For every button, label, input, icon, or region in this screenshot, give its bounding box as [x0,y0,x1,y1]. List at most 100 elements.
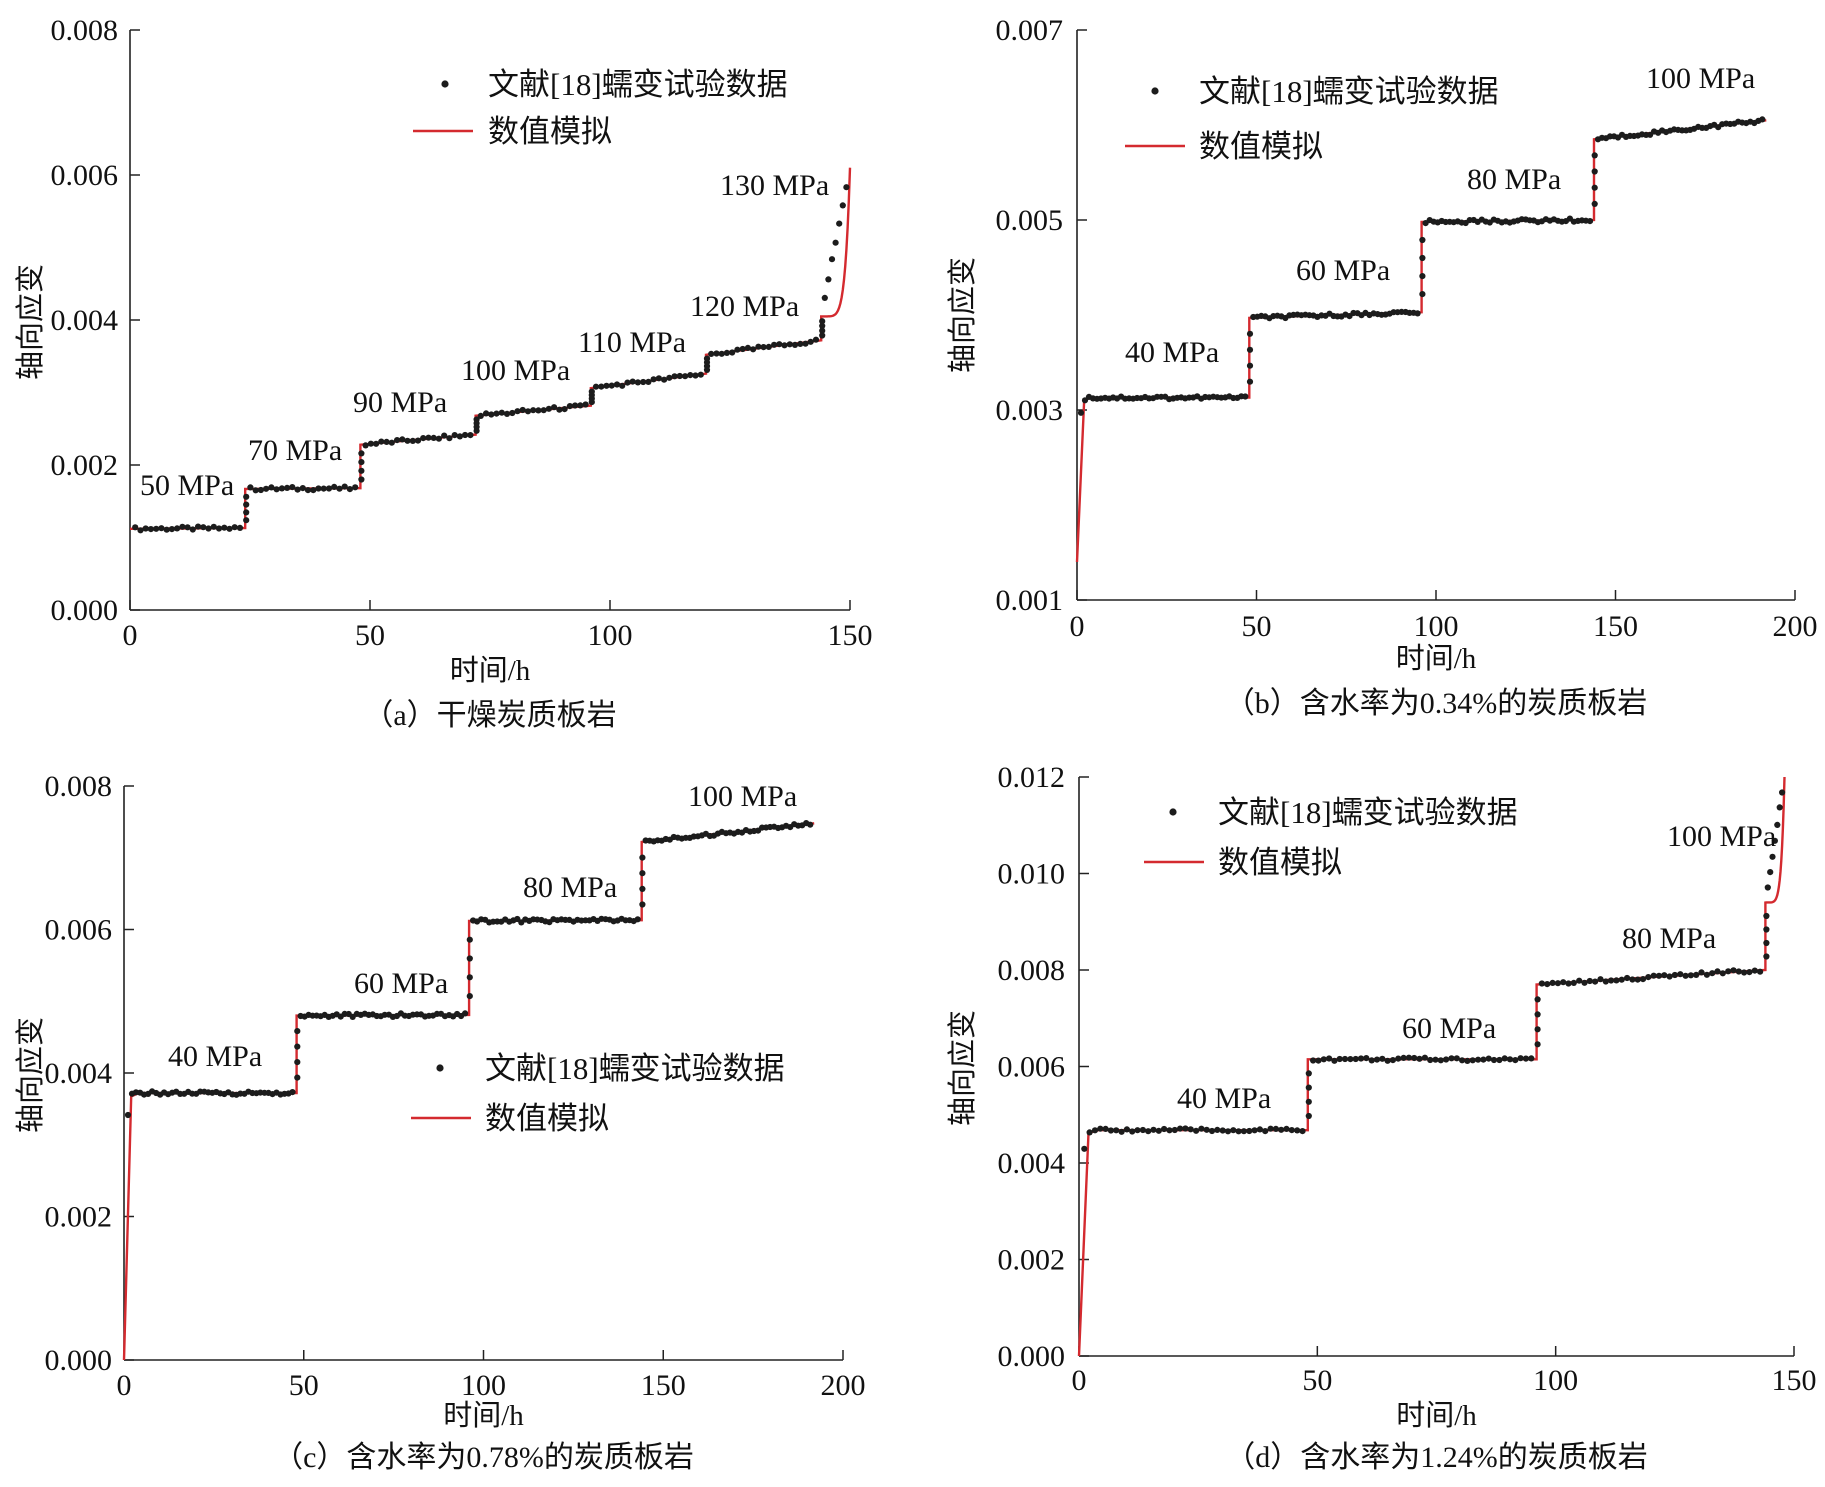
stress-stage-label: 60 MPa [354,967,448,1000]
data-point [556,406,563,413]
data-point [473,416,480,423]
data-point [1528,1055,1535,1062]
data-point [195,523,202,530]
data-point [1077,409,1085,416]
x-tick-label: 150 [1593,610,1638,643]
data-point [1763,926,1770,933]
y-tick-label: 0.002 [998,1244,1066,1277]
data-point [1682,972,1689,979]
data-point [299,485,306,492]
data-point [812,336,820,343]
data-point [320,485,327,492]
data-point [1182,1125,1189,1132]
data-point [1251,1127,1258,1134]
stress-stage-label: 100 MPa [461,354,570,387]
data-point [1129,1128,1136,1135]
data-point [832,239,839,246]
data-point [1769,853,1776,860]
data-point [142,525,149,532]
data-point [1208,1127,1216,1135]
data-point [399,436,406,443]
data-point [1419,236,1426,244]
data-point [1549,979,1556,987]
stress-stage-label: 130 MPa [720,169,829,202]
y-tick-label: 0.004 [51,304,119,337]
data-point [1389,1057,1396,1064]
data-point [1501,1055,1508,1062]
data-point [639,870,646,877]
x-tick-label: 100 [461,1369,506,1402]
stress-stage-label: 60 MPa [1296,254,1390,287]
data-point [1776,804,1783,811]
data-point [639,854,646,861]
data-point [1421,1054,1428,1061]
data-point [158,525,165,532]
data-point [1246,1127,1253,1135]
data-point [1419,291,1426,298]
data-point [1272,1125,1279,1132]
x-tick-label: 0 [1072,1364,1087,1397]
data-point [294,486,301,493]
y-tick-label: 0.003 [996,394,1064,427]
data-point [1187,1126,1194,1133]
data-point [1081,1145,1088,1152]
data-point [577,402,584,409]
data-point [1779,789,1786,796]
data-point [1591,152,1598,159]
data-point [462,1010,469,1017]
data-point [819,332,826,339]
data-point [819,322,826,329]
stress-stage-label: 50 MPa [140,469,234,502]
data-point [786,341,793,348]
data-point [734,346,741,353]
data-point [1267,1125,1274,1132]
data-point [598,383,605,390]
stress-stage-label: 100 MPa [1667,820,1776,853]
data-point [446,435,453,442]
y-tick-label: 0.004 [45,1057,113,1090]
data-point [535,407,542,414]
y-tick-label: 0.007 [996,14,1064,47]
data-point [414,437,422,444]
data-point [650,376,657,383]
data-point [1602,978,1609,985]
data-point [462,431,469,439]
data-point [1357,1055,1365,1062]
data-point [1256,1126,1263,1133]
data-point [1113,1127,1120,1134]
data-point [257,486,264,494]
legend-data-marker [436,1064,444,1072]
data-point [1283,1125,1290,1132]
data-point [1352,1055,1359,1063]
data-point [1107,1127,1114,1134]
data-point [1150,1126,1157,1133]
data-point [1419,273,1426,280]
data-point [524,408,532,415]
data-point [1469,1057,1476,1064]
y-axis-label: 轴向应变 [14,1017,47,1133]
data-point [828,256,836,263]
data-point [1464,1057,1471,1064]
data-point [358,476,365,483]
data-point [1416,1055,1423,1062]
data-point [1661,972,1668,979]
y-tick-label: 0.001 [996,584,1064,617]
data-point [1655,972,1663,979]
legend-data-marker [441,80,449,88]
data-point [1597,976,1604,983]
data-point [404,437,411,444]
data-point [1384,1057,1391,1064]
data-point [509,409,516,417]
chart-panel-a: 0.000 0.002 0.004 0.006 0.008 0 50 100 150 时间/h 轴向… [14,14,873,732]
data-point [341,483,348,490]
data-point [1709,970,1716,977]
data-point [1288,1127,1295,1134]
data-point [1363,1055,1370,1062]
data-point [776,341,783,348]
data-point [843,184,850,191]
stress-stage-label: 80 MPa [523,871,617,904]
data-point [294,1059,301,1066]
legend-sim-label: 数值模拟 [485,1101,609,1136]
data-point [708,350,715,357]
